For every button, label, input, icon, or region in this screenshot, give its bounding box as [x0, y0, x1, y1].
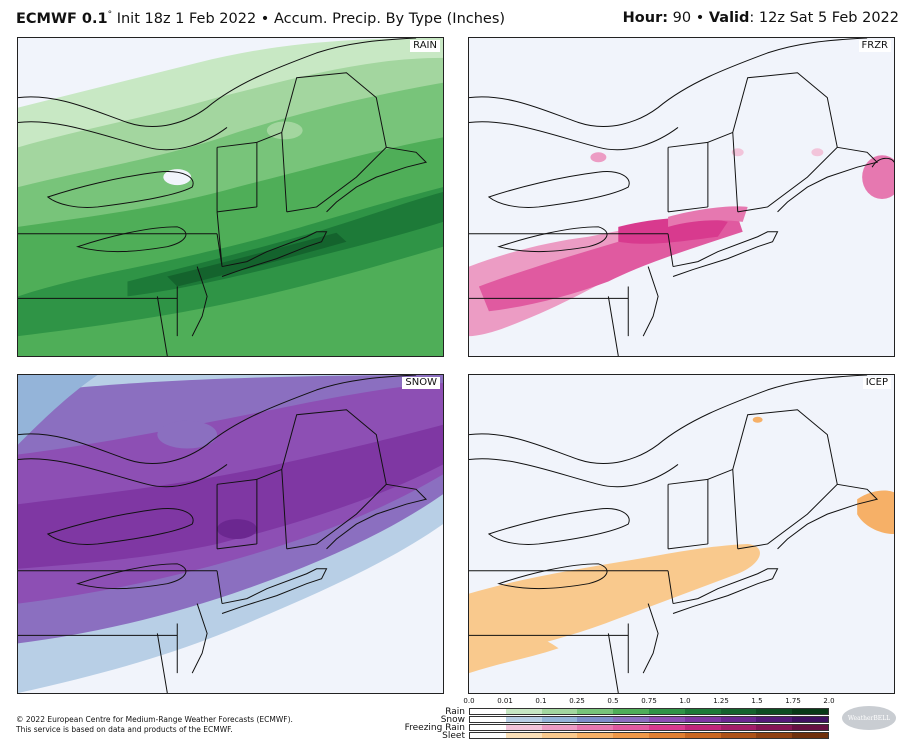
freezing-rain-map	[469, 38, 894, 356]
legend-color-bar	[469, 708, 829, 715]
legend-swatch	[577, 725, 614, 730]
legend-swatch	[505, 733, 542, 738]
valid-label: Valid	[708, 10, 750, 26]
legend-swatch	[613, 717, 649, 722]
legend-swatch	[792, 717, 828, 722]
valid-time: Hour: 90 • Valid: 12z Sat 5 Feb 2022	[623, 10, 899, 26]
legend-swatch	[541, 733, 578, 738]
precip-legend: 0.0 0.01 0.1 0.25 0.5 0.75 1.0 1.25 1.5 1.75 2.0 R…	[395, 697, 840, 747]
legend-ticks: 0.0 0.01 0.1 0.25 0.5 0.75 1.0 1.25 1.5 1.75 2.0	[463, 697, 834, 707]
legend-swatch	[756, 733, 793, 738]
legend-swatch	[541, 709, 578, 714]
copyright-line-1: © 2022 European Centre for Medium-Range …	[16, 715, 293, 724]
sleet-map-panel: ICEP	[468, 374, 895, 694]
legend-tick: 0.01	[497, 697, 513, 705]
legend-swatch	[613, 725, 649, 730]
snow-map-panel: SNOW	[17, 374, 444, 694]
model-name: ECMWF 0.1	[16, 10, 108, 27]
legend-row-label: Sleet	[442, 731, 465, 741]
rain-panel-label: RAIN	[410, 40, 440, 52]
freezing-rain-map-panel: FRZR	[468, 37, 895, 357]
legend-tick: 1.25	[713, 697, 729, 705]
legend-swatch	[470, 725, 506, 730]
legend-tick: 1.5	[751, 697, 763, 705]
legend-tick: 0.0	[463, 697, 475, 705]
legend-swatch	[648, 709, 685, 714]
legend-swatch	[720, 717, 757, 722]
legend-swatch	[756, 725, 793, 730]
legend-swatch	[648, 717, 685, 722]
legend-tick: 1.0	[679, 697, 691, 705]
legend-swatch	[792, 733, 828, 738]
legend-swatch	[792, 709, 828, 714]
legend-swatch	[756, 709, 793, 714]
legend-swatch	[577, 733, 614, 738]
legend-swatch	[505, 709, 542, 714]
legend-tick: 1.75	[785, 697, 801, 705]
legend-tick: 0.5	[607, 697, 619, 705]
legend-swatch	[541, 717, 578, 722]
legend-swatch	[577, 717, 614, 722]
legend-row-label: Rain	[445, 707, 465, 717]
snow-panel-label: SNOW	[402, 377, 440, 389]
legend-swatch	[470, 717, 506, 722]
legend-row-label: Snow	[440, 715, 465, 725]
snow-map	[18, 375, 443, 693]
hour-label: Hour:	[622, 10, 669, 26]
legend-swatch	[756, 717, 793, 722]
degree-sign: °	[107, 10, 113, 20]
legend-swatch	[684, 717, 721, 722]
legend-color-bar	[469, 724, 829, 731]
legend-swatch	[720, 733, 757, 738]
legend-swatch	[577, 709, 614, 714]
legend-tick: 0.1	[535, 697, 547, 705]
legend-swatch	[613, 709, 649, 714]
legend-swatch	[648, 733, 685, 738]
sleet-map	[469, 375, 894, 693]
legend-swatch	[792, 725, 828, 730]
legend-tick: 0.25	[569, 697, 585, 705]
valid-value: : 12z Sat 5 Feb 2022	[749, 10, 899, 26]
rain-map	[18, 38, 443, 356]
legend-tick: 0.75	[641, 697, 657, 705]
legend-swatch	[470, 709, 506, 714]
legend-tick: 2.0	[823, 697, 835, 705]
weatherbell-logo: WeatherBELL	[842, 706, 896, 730]
map-title: ECMWF 0.1° Init 18z 1 Feb 2022 • Accum. …	[16, 10, 505, 27]
legend-swatch	[505, 717, 542, 722]
legend-swatch	[720, 725, 757, 730]
rain-map-panel: RAIN	[17, 37, 444, 357]
copyright-notice: © 2022 European Centre for Medium-Range …	[16, 715, 293, 735]
legend-swatch	[684, 733, 721, 738]
legend-swatch	[470, 733, 506, 738]
legend-swatch	[684, 725, 721, 730]
hour-value: 90 •	[668, 10, 709, 26]
legend-swatch	[648, 725, 685, 730]
legend-swatch	[505, 725, 542, 730]
legend-swatch	[684, 709, 721, 714]
legend-swatch	[541, 725, 578, 730]
copyright-line-2: This service is based on data and produc…	[16, 725, 233, 734]
legend-swatch	[613, 733, 649, 738]
legend-swatch	[720, 709, 757, 714]
legend-row-label: Freezing Rain	[404, 723, 465, 733]
legend-color-bar	[469, 732, 829, 739]
frzr-panel-label: FRZR	[858, 40, 891, 52]
legend-color-bar	[469, 716, 829, 723]
init-description: Init 18z 1 Feb 2022 • Accum. Precip. By …	[112, 10, 506, 27]
icep-panel-label: ICEP	[862, 377, 891, 389]
